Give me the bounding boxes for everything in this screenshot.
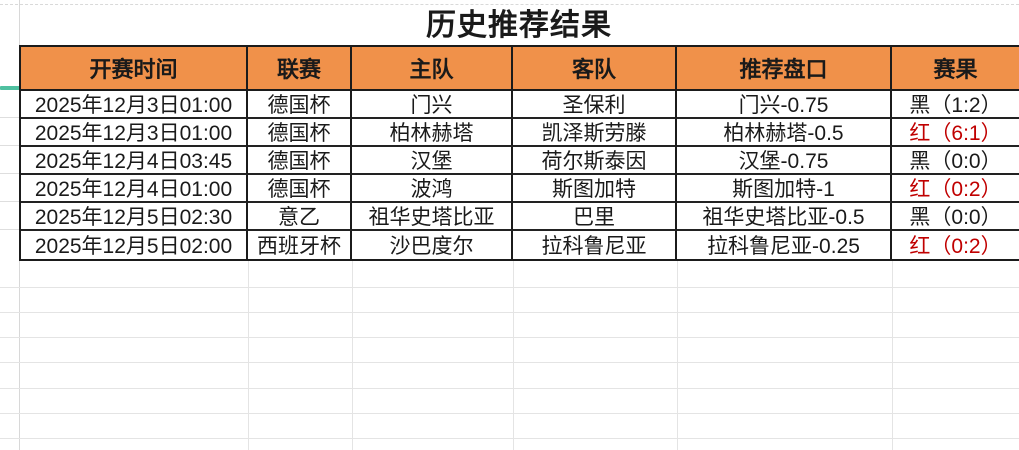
grid-line: [248, 259, 249, 450]
grid-line: [0, 337, 1019, 338]
cell-home-team[interactable]: 波鸿: [352, 175, 513, 203]
table-row: 2025年12月4日03:45 德国杯 汉堡 荷尔斯泰因 汉堡-0.75 黑（0…: [21, 147, 1019, 175]
cell-handicap[interactable]: 柏林赫塔-0.5: [677, 119, 892, 147]
cell-away-team[interactable]: 圣保利: [513, 91, 677, 119]
cell-handicap[interactable]: 汉堡-0.75: [677, 147, 892, 175]
cell-result[interactable]: 黑（1:2）: [892, 91, 1019, 119]
cell-away-team[interactable]: 荷尔斯泰因: [513, 147, 677, 175]
grid-line: [0, 201, 19, 202]
grid-line: [0, 413, 1019, 414]
cell-league[interactable]: 德国杯: [248, 119, 352, 147]
table-header-row: 开赛时间 联赛 主队 客队 推荐盘口 赛果: [21, 47, 1019, 91]
header-league[interactable]: 联赛: [248, 47, 352, 91]
grid-line: [513, 259, 514, 450]
cell-start-time[interactable]: 2025年12月5日02:00: [21, 231, 248, 259]
results-table: 开赛时间 联赛 主队 客队 推荐盘口 赛果 2025年12月3日01:00 德国…: [19, 45, 1019, 261]
cell-home-team[interactable]: 汉堡: [352, 147, 513, 175]
cell-start-time[interactable]: 2025年12月3日01:00: [21, 91, 248, 119]
grid-line: [0, 362, 1019, 363]
table-row: 2025年12月3日01:00 德国杯 门兴 圣保利 门兴-0.75 黑（1:2…: [21, 91, 1019, 119]
cell-result[interactable]: 红（0:2）: [892, 175, 1019, 203]
cell-league[interactable]: 德国杯: [248, 147, 352, 175]
cell-result[interactable]: 黑（0:0）: [892, 147, 1019, 175]
cell-home-team[interactable]: 沙巴度尔: [352, 231, 513, 259]
header-home-team[interactable]: 主队: [352, 47, 513, 91]
cell-league[interactable]: 德国杯: [248, 91, 352, 119]
selection-indicator: [0, 86, 20, 90]
grid-line: [0, 312, 1019, 313]
cell-start-time[interactable]: 2025年12月3日01:00: [21, 119, 248, 147]
grid-line: [0, 229, 19, 230]
cell-handicap[interactable]: 祖华史塔比亚-0.5: [677, 203, 892, 231]
cell-away-team[interactable]: 斯图加特: [513, 175, 677, 203]
header-away-team[interactable]: 客队: [513, 47, 677, 91]
cell-home-team[interactable]: 祖华史塔比亚: [352, 203, 513, 231]
grid-line: [892, 259, 893, 450]
cell-start-time[interactable]: 2025年12月4日01:00: [21, 175, 248, 203]
cell-handicap[interactable]: 门兴-0.75: [677, 91, 892, 119]
grid-line: [0, 287, 1019, 288]
grid-line: [0, 117, 19, 118]
cell-start-time[interactable]: 2025年12月4日03:45: [21, 147, 248, 175]
cell-handicap[interactable]: 拉科鲁尼亚-0.25: [677, 231, 892, 259]
cell-result[interactable]: 黑（0:0）: [892, 203, 1019, 231]
table-row: 2025年12月4日01:00 德国杯 波鸿 斯图加特 斯图加特-1 红（0:2…: [21, 175, 1019, 203]
sheet-title[interactable]: 历史推荐结果: [426, 9, 612, 42]
cell-league[interactable]: 德国杯: [248, 175, 352, 203]
header-handicap[interactable]: 推荐盘口: [677, 47, 892, 91]
grid-line: [352, 259, 353, 450]
cell-result[interactable]: 红（6:1）: [892, 119, 1019, 147]
cell-away-team[interactable]: 巴里: [513, 203, 677, 231]
cell-league[interactable]: 意乙: [248, 203, 352, 231]
cell-away-team[interactable]: 拉科鲁尼亚: [513, 231, 677, 259]
table-row: 2025年12月5日02:00 西班牙杯 沙巴度尔 拉科鲁尼亚 拉科鲁尼亚-0.…: [21, 231, 1019, 259]
grid-line: [0, 145, 19, 146]
cell-home-team[interactable]: 柏林赫塔: [352, 119, 513, 147]
grid-line: [677, 259, 678, 450]
cell-start-time[interactable]: 2025年12月5日02:30: [21, 203, 248, 231]
table-row: 2025年12月3日01:00 德国杯 柏林赫塔 凯泽斯劳滕 柏林赫塔-0.5 …: [21, 119, 1019, 147]
cell-handicap[interactable]: 斯图加特-1: [677, 175, 892, 203]
grid-line: [0, 173, 19, 174]
header-start-time[interactable]: 开赛时间: [21, 47, 248, 91]
cell-away-team[interactable]: 凯泽斯劳滕: [513, 119, 677, 147]
grid-line: [0, 438, 1019, 439]
table-row: 2025年12月5日02:30 意乙 祖华史塔比亚 巴里 祖华史塔比亚-0.5 …: [21, 203, 1019, 231]
header-result[interactable]: 赛果: [892, 47, 1019, 91]
cell-result[interactable]: 红（0:2）: [909, 235, 1002, 258]
cell-home-team[interactable]: 门兴: [352, 91, 513, 119]
grid-line: [0, 4, 1019, 5]
grid-line: [0, 388, 1019, 389]
cell-league[interactable]: 西班牙杯: [248, 231, 352, 259]
